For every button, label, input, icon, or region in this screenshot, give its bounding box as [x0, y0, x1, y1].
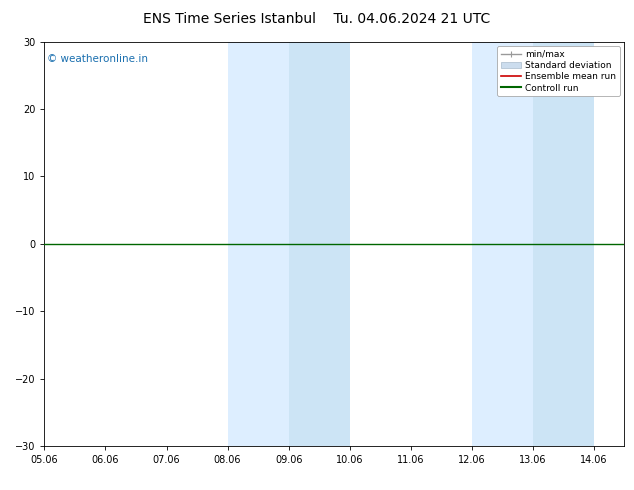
Text: © weatheronline.in: © weatheronline.in	[48, 54, 148, 64]
Legend: min/max, Standard deviation, Ensemble mean run, Controll run: min/max, Standard deviation, Ensemble me…	[498, 46, 620, 96]
Bar	[288, 42, 350, 446]
Bar	[228, 42, 288, 446]
Text: ENS Time Series Istanbul    Tu. 04.06.2024 21 UTC: ENS Time Series Istanbul Tu. 04.06.2024 …	[143, 12, 491, 26]
Bar	[533, 42, 594, 446]
Bar	[472, 42, 533, 446]
